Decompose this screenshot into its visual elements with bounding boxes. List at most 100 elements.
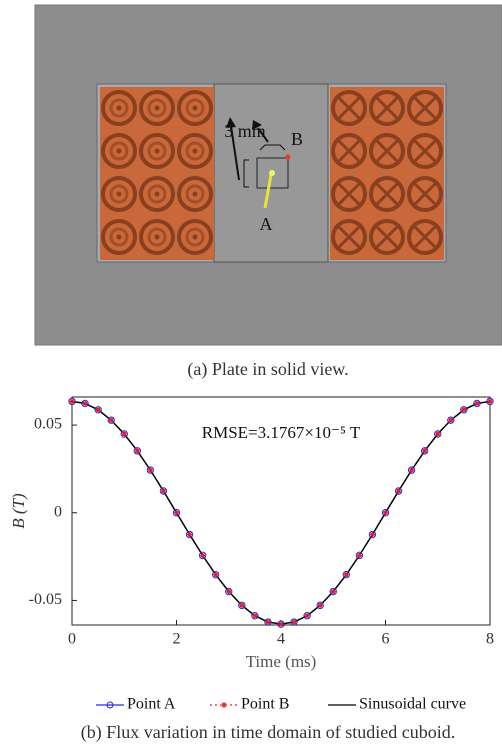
point-a-marker [107, 416, 115, 424]
point-b-marker [134, 448, 140, 454]
tile-cross [337, 96, 361, 120]
point-a-marker [277, 620, 285, 628]
point-a-marker [159, 487, 168, 495]
point-a-marker [120, 430, 128, 438]
point-a-marker [133, 447, 142, 455]
tile-ring [177, 90, 213, 126]
bracket [259, 144, 286, 151]
tile-ring [185, 98, 205, 118]
point-label: A [260, 214, 273, 234]
point-a-marker [172, 509, 181, 517]
tile-dot [116, 234, 122, 240]
legend-label: Sinusoidal curve [359, 696, 466, 713]
tile-ring [177, 133, 213, 169]
y-tick-label: 0.05 [34, 416, 62, 433]
point-a-marker [473, 399, 481, 408]
point-b-marker [121, 431, 127, 437]
point-a-marker [394, 487, 403, 495]
arrow-head [252, 120, 262, 130]
arrow [257, 127, 269, 143]
point-a-marker [355, 551, 364, 560]
tile-cross [375, 96, 399, 120]
tile-dot [192, 148, 198, 154]
tile-ring [331, 176, 367, 212]
point-a-marker [329, 587, 337, 596]
point-a-marker [407, 466, 416, 474]
point-a-marker [81, 399, 89, 408]
tile-ring [369, 219, 405, 255]
point-b-marker [95, 407, 101, 413]
legend-marker [106, 701, 114, 709]
tile-cross [413, 139, 437, 163]
tile-ring [101, 90, 137, 126]
point-b-marker [369, 532, 375, 538]
tile-ring [331, 90, 367, 126]
tile-cross [375, 139, 399, 163]
point-a-marker [251, 612, 259, 620]
point-b-marker [187, 532, 193, 538]
arrow [230, 125, 240, 181]
tile-ring [109, 184, 129, 204]
y-tick-label: 0 [54, 503, 62, 520]
tile-ring [101, 219, 137, 255]
tile-cross [375, 182, 399, 206]
legend-item: Point B [210, 696, 289, 713]
tile-ring [185, 227, 205, 247]
point-b-marker [448, 417, 454, 423]
tile-ring [101, 176, 137, 212]
tile-ring [369, 176, 405, 212]
point-a-marker [342, 570, 351, 579]
point-b-marker [174, 510, 179, 516]
x-tick-label: 2 [173, 631, 181, 648]
point-b-marker [487, 398, 493, 404]
tile-ring [139, 176, 175, 212]
tile-cross [375, 225, 399, 249]
point-b-marker [160, 488, 166, 494]
bracket [243, 159, 249, 188]
tile-ring [139, 90, 175, 126]
tile-dot [116, 105, 122, 111]
point-a-marker [94, 406, 102, 414]
legend-item: Point A [96, 696, 176, 713]
copper-block [330, 87, 444, 260]
point-b-marker [330, 589, 336, 595]
point-a-marker [368, 530, 377, 539]
point-a-marker [198, 551, 207, 560]
tile-cross [413, 96, 437, 120]
y-axis-label: B (T) [9, 493, 28, 529]
legend-item: Sinusoidal curve [328, 696, 466, 713]
x-tick-label: 0 [68, 631, 76, 648]
tile-ring [369, 133, 405, 169]
tile-ring [177, 176, 213, 212]
tile-ring [185, 184, 205, 204]
legend-label: Point A [127, 696, 176, 713]
tile-ring [101, 133, 137, 169]
tile-ring [407, 176, 443, 212]
x-tick-label: 8 [486, 631, 494, 648]
legend-marker [221, 702, 227, 708]
cuboid-outline [256, 157, 289, 189]
tile-ring [407, 90, 443, 126]
x-tick-label: 6 [382, 631, 390, 648]
tile-ring [147, 184, 167, 204]
tile-dot [116, 191, 122, 197]
point-b-marker [278, 621, 284, 627]
tile-ring [139, 219, 175, 255]
tile-dot [154, 191, 160, 197]
tile-ring [139, 133, 175, 169]
point-b-marker [396, 488, 402, 494]
point-b-marker [285, 154, 291, 160]
point-b-marker [317, 602, 323, 608]
tile-dot [192, 105, 198, 111]
point-b-marker [82, 400, 88, 406]
caption: (b) Flux variation in time domain of stu… [81, 722, 455, 743]
point-a-marker [434, 430, 442, 438]
tile-ring [147, 98, 167, 118]
annotation: RMSE=3.1767×10⁻⁵ T [202, 423, 361, 442]
point-a-marker [420, 447, 429, 455]
point-b-marker [383, 510, 388, 516]
point-a-marker [68, 397, 76, 406]
x-axis-label: Time (ms) [246, 652, 317, 671]
point-label: B [291, 129, 303, 149]
point-a-marker [316, 601, 324, 610]
